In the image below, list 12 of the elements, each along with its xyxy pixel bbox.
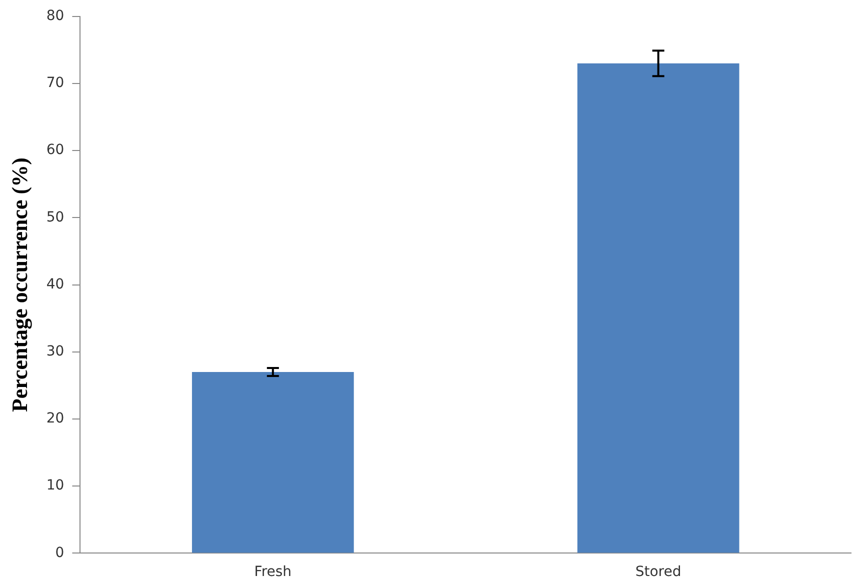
- y-tick-label: 70: [46, 75, 64, 92]
- y-tick-label: 10: [46, 478, 64, 494]
- y-tick-label: 20: [46, 410, 64, 427]
- y-tick-label: 30: [46, 344, 64, 360]
- y-tick-label: 80: [46, 8, 64, 24]
- x-tick-label: Fresh: [254, 564, 292, 580]
- y-tick-label: 60: [46, 142, 64, 158]
- y-axis-title: Percentage occurrence (%): [6, 158, 32, 412]
- y-tick-label: 40: [46, 276, 64, 292]
- y-tick-label: 0: [55, 544, 64, 561]
- x-tick-label: Stored: [635, 564, 682, 580]
- y-tick-label: 50: [46, 209, 64, 226]
